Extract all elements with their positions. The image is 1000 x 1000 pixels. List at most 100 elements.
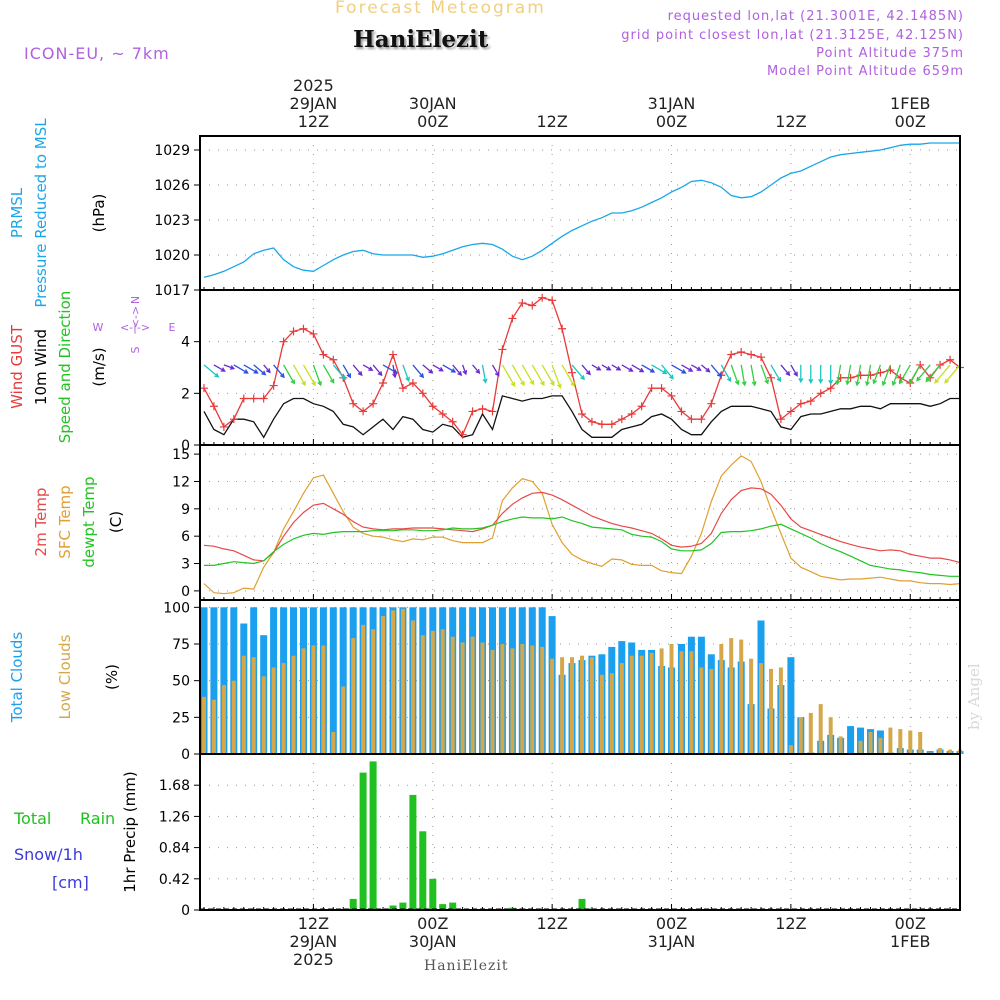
low-clouds-bar	[500, 644, 505, 754]
precipitation-panel-frame	[199, 753, 961, 911]
time-label-top: 31JAN	[648, 94, 696, 113]
model-altitude: Model Point Altitude 659m	[767, 64, 964, 79]
gust-marker	[398, 384, 407, 393]
low-clouds-bar	[291, 655, 296, 754]
time-label-top: 00Z	[656, 112, 687, 131]
wind-direction-arrow	[233, 364, 249, 374]
gust-marker	[816, 389, 825, 398]
low-clouds-bar	[639, 655, 644, 754]
wind-unit-label: (m/s)	[90, 347, 108, 386]
low-clouds-bar	[908, 730, 913, 754]
wind-direction-arrow	[681, 364, 694, 372]
sfc-temp-ylabel: SFC Temp	[56, 485, 74, 558]
total-clouds-bar	[847, 726, 855, 754]
total-clouds-bar	[339, 607, 347, 754]
gust-marker	[627, 410, 636, 418]
wind-direction-arrow	[855, 364, 862, 387]
wind-direction-arrow	[561, 364, 575, 387]
meteogram-title: Forecast Meteogram	[335, 0, 546, 18]
low-clouds-bar	[560, 657, 565, 754]
low-clouds-bar	[570, 657, 574, 754]
wind-direction-arrow	[661, 364, 674, 380]
time-label-bottom: 2025	[293, 950, 334, 969]
wind-direction-arrow	[392, 364, 398, 379]
wind-direction-arrow	[925, 364, 941, 383]
total-clouds-bar	[220, 607, 228, 754]
gust-marker	[249, 394, 258, 403]
wind-direction-arrow	[203, 364, 220, 378]
wind-direction-arrow	[312, 364, 322, 387]
rain-bar	[439, 904, 447, 910]
gust-marker	[269, 381, 278, 390]
time-label-top: 00Z	[417, 112, 448, 131]
temp-unit-label: (C)	[107, 511, 125, 533]
low-clouds-bar	[948, 749, 953, 754]
precip-total-label: Total	[13, 809, 51, 828]
gust-marker	[607, 420, 616, 429]
gust-marker	[856, 371, 865, 380]
gust-marker	[488, 407, 497, 416]
low-clouds-bar	[301, 648, 306, 754]
direction-key-ns-arrow: <->	[129, 306, 142, 328]
total-clouds-bar	[230, 607, 238, 754]
wind-direction-arrow	[631, 364, 645, 373]
gust-marker	[448, 417, 457, 426]
low-clouds-bar	[400, 608, 405, 754]
total-clouds-bar	[200, 607, 208, 754]
low-clouds-bar	[858, 740, 863, 754]
low-clouds-bar	[460, 642, 465, 754]
time-label-top: 12Z	[775, 112, 806, 131]
gust-marker	[498, 345, 507, 354]
wind-direction-arrow	[908, 364, 921, 385]
temperature-ytick-label: 15	[172, 447, 190, 463]
wind-direction-arrow	[491, 364, 500, 377]
rain-bar	[399, 902, 407, 910]
wind-direction-arrow	[944, 364, 961, 384]
precipitation-ytick-label: 0.42	[159, 872, 190, 888]
footer-station: HaniElezit	[424, 958, 509, 974]
low-clouds-bar	[520, 644, 525, 754]
direction-key-south: S	[129, 346, 142, 353]
gust-marker	[458, 430, 467, 439]
gust-marker	[209, 402, 218, 411]
low-clouds-bar	[271, 667, 276, 754]
wind-direction-arrow	[750, 364, 757, 387]
temperature-ytick-label: 3	[181, 557, 190, 573]
gust-marker	[866, 371, 875, 380]
precipitation-ytick-label: 0	[181, 903, 190, 919]
gust-marker	[229, 415, 238, 424]
wind-direction-arrow	[273, 364, 285, 379]
wind-direction-arrow	[541, 364, 555, 387]
gust-marker	[796, 399, 805, 408]
pressure-ytick-label: 1029	[154, 143, 190, 159]
temperature-ytick-label: 6	[181, 529, 190, 545]
wind-direction-arrow	[501, 364, 516, 387]
precipitation-ytick-label: 1.68	[159, 778, 190, 794]
wind-direction-arrow	[790, 364, 798, 377]
wind-direction-arrow	[243, 364, 259, 374]
wind-direction-arrow	[934, 364, 951, 384]
low-clouds-bar	[808, 712, 813, 754]
precip-unit-label: 1hr Precip (mm)	[121, 771, 139, 892]
low-clouds-bar	[778, 667, 783, 754]
low-clouds-bar	[798, 717, 803, 754]
low-clouds-bar	[878, 737, 883, 754]
direction-key-arrow: <-|->	[120, 321, 150, 334]
wind-direction-arrow	[621, 364, 634, 372]
time-label-top: 29JAN	[290, 94, 338, 113]
time-label-bottom: 30JAN	[409, 932, 457, 951]
gust-marker	[388, 350, 397, 359]
wind-direction-arrow	[402, 364, 410, 383]
low-clouds-bar	[938, 748, 943, 754]
wind-direction-arrow	[916, 364, 931, 382]
gust-marker	[279, 337, 288, 346]
gust-marker	[667, 391, 676, 400]
wind-direction-arrow	[720, 364, 732, 383]
wind-direction-arrow	[412, 364, 425, 379]
pressure-ytick-label: 1020	[154, 248, 190, 264]
temperature-ytick-label: 12	[172, 474, 190, 490]
low-clouds-bar	[828, 717, 833, 754]
low-clouds-bar	[530, 645, 535, 754]
wind-direction-arrow	[302, 364, 316, 387]
sfc-temp-line	[203, 455, 961, 595]
